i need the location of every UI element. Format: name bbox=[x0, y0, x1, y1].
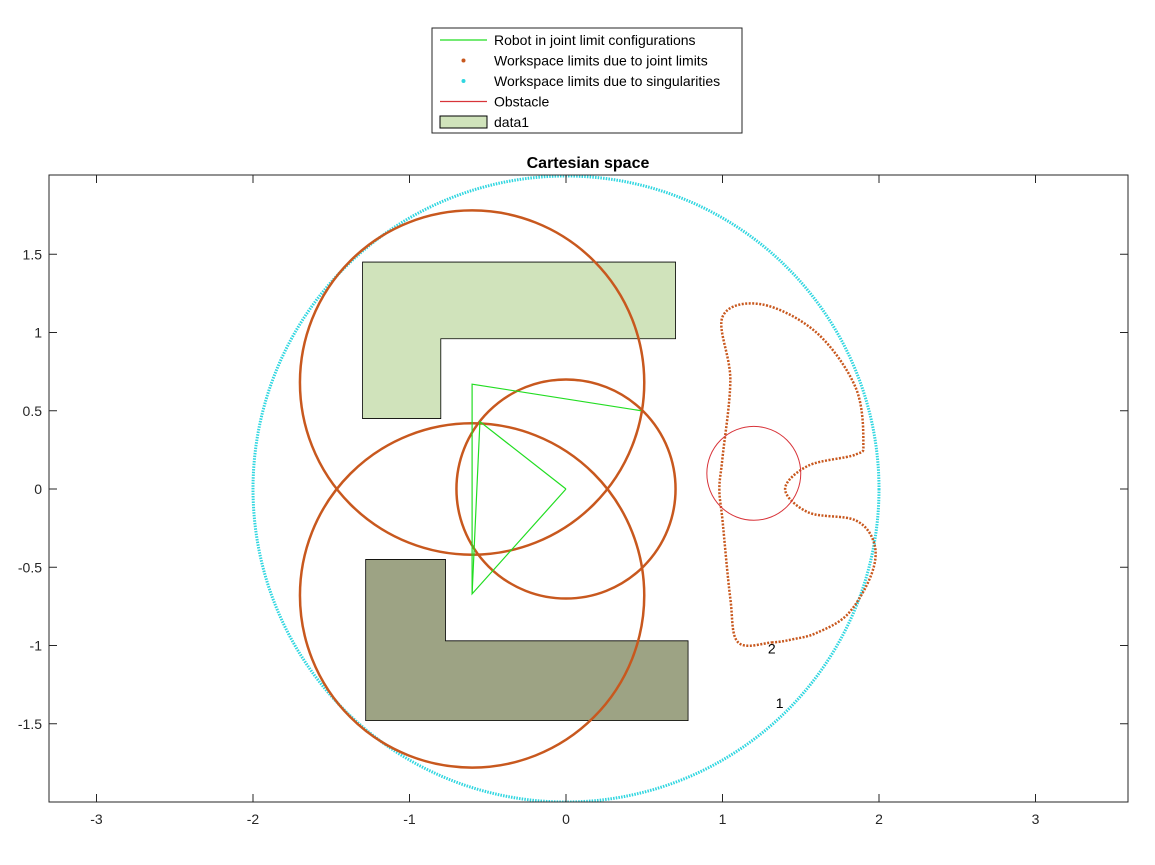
legend-label: Workspace limits due to joint limits bbox=[494, 53, 708, 69]
x-tick-label: 2 bbox=[875, 811, 883, 827]
x-tick-label: -3 bbox=[90, 811, 103, 827]
obstacle-patch-2 bbox=[365, 559, 689, 722]
annotation-label-1: 2 bbox=[768, 640, 776, 656]
y-tick-label: 1.5 bbox=[23, 246, 43, 262]
joint-limit-circle-1 bbox=[455, 378, 677, 600]
x-tick-label: 0 bbox=[562, 811, 570, 827]
x-tick-label: -2 bbox=[247, 811, 260, 827]
legend: Robot in joint limit configurations Works… bbox=[431, 27, 743, 134]
robot-configuration-1 bbox=[471, 420, 567, 596]
y-tick-label: 1 bbox=[34, 325, 42, 341]
legend-label: Obstacle bbox=[494, 94, 549, 110]
x-tick-label: 1 bbox=[719, 811, 727, 827]
legend-label: Workspace limits due to singularities bbox=[494, 73, 720, 89]
y-tick-label: -1 bbox=[30, 638, 43, 654]
chart-title: Cartesian space bbox=[527, 155, 650, 172]
legend-marker-symbol bbox=[461, 79, 466, 83]
legend-label: Robot in joint limit configurations bbox=[494, 32, 696, 48]
x-tick-label: -1 bbox=[403, 811, 416, 827]
y-tick-label: -0.5 bbox=[18, 559, 42, 575]
legend-label: data1 bbox=[494, 114, 529, 130]
annotation-label-2: 1 bbox=[776, 695, 784, 711]
y-tick-label: 0.5 bbox=[23, 403, 43, 419]
axes-layer: -3 -2 -1 0 1 2 3 1.5 1 0.5 0 -0.5 -1 -1.5 bbox=[18, 174, 1129, 827]
legend-marker-symbol bbox=[461, 58, 466, 63]
robot-configuration-2 bbox=[471, 383, 642, 594]
legend-patch-symbol bbox=[439, 115, 488, 129]
joint-limit-curve bbox=[718, 302, 877, 647]
y-tick-label: 0 bbox=[34, 481, 42, 497]
obstacle-circle bbox=[706, 425, 802, 521]
x-tick-label: 3 bbox=[1032, 811, 1040, 827]
y-tick-label: -1.5 bbox=[18, 716, 42, 732]
plot-layer: 21 bbox=[251, 175, 881, 802]
obstacle-patch-1 bbox=[362, 261, 676, 419]
